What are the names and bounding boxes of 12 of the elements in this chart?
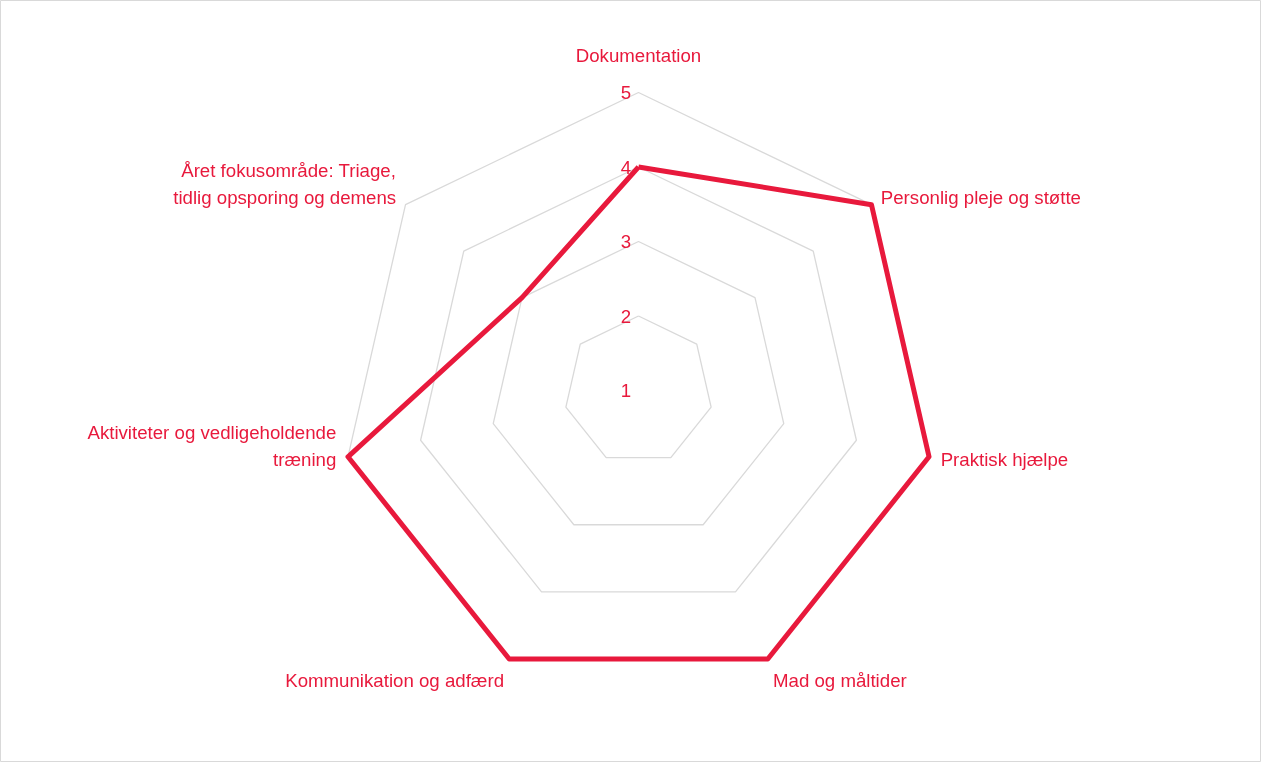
y-tick-label: 5 (620, 82, 632, 103)
spoke-label: Dokumentation (575, 44, 702, 66)
spoke-label: Kommunikation og adfærd (285, 669, 505, 691)
spoke-label: Praktisk hjælpe (940, 448, 1069, 470)
spoke-label: Mad og måltider (772, 669, 907, 691)
spoke-label: Personlig pleje og støtte (880, 186, 1081, 208)
y-tick-label: 2 (620, 305, 632, 327)
y-tick-label: 1 (620, 380, 632, 401)
spoke-label: Året fokusområde: Triage, tidlig opsporing og demens (173, 159, 397, 209)
y-tick-label: 4 (620, 156, 632, 178)
spoke-label: Aktiviteter og vedligeholdende træning (87, 421, 337, 471)
y-tick-label: 3 (620, 231, 632, 252)
